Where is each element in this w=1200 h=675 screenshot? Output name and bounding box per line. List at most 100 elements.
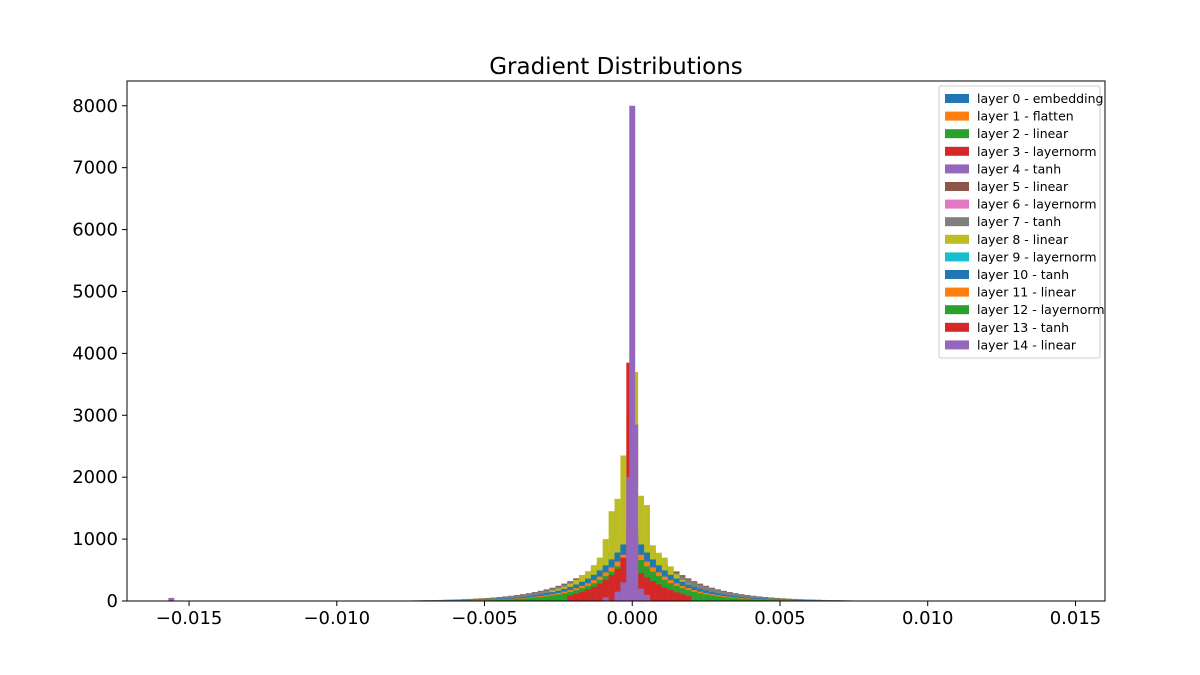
bar <box>756 599 763 601</box>
bar <box>703 594 710 601</box>
x-tick-label: −0.015 <box>156 608 223 629</box>
legend-label: layer 0 - embedding <box>977 91 1103 106</box>
y-tick-label: 4000 <box>72 343 118 364</box>
bar <box>496 599 503 601</box>
bar <box>673 592 680 601</box>
bar <box>537 597 544 601</box>
y-tick-label: 6000 <box>72 220 118 241</box>
y-tick-label: 8000 <box>72 96 118 117</box>
bar <box>596 583 603 601</box>
legend-label: layer 14 - linear <box>977 337 1077 352</box>
legend-swatch <box>945 305 969 315</box>
legend-label: layer 2 - linear <box>977 126 1069 141</box>
x-tick-label: −0.010 <box>303 608 370 629</box>
legend-box <box>938 85 1101 359</box>
bar <box>561 593 568 601</box>
legend-swatch <box>945 129 969 139</box>
x-tick-label: −0.005 <box>451 608 518 629</box>
bar <box>584 589 591 601</box>
legend-label: layer 12 - layernorm <box>977 302 1105 317</box>
bar <box>720 597 727 601</box>
bar <box>626 477 633 601</box>
legend-swatch <box>945 164 969 174</box>
bar <box>519 598 526 601</box>
bar <box>614 498 621 601</box>
bar <box>649 581 656 601</box>
legend-swatch <box>945 270 969 279</box>
series-14 <box>168 105 650 601</box>
legend-label: layer 11 - linear <box>977 285 1077 300</box>
legend-label: layer 8 - linear <box>977 232 1069 247</box>
legend-label: layer 3 - layernorm <box>977 144 1097 159</box>
bar <box>590 586 597 601</box>
bar <box>762 599 769 601</box>
bar <box>732 598 739 601</box>
bar <box>768 599 775 601</box>
bar <box>629 105 636 601</box>
bar <box>738 598 745 601</box>
bar <box>549 595 556 601</box>
bar <box>679 594 686 601</box>
bar <box>531 597 538 601</box>
bar <box>614 568 621 601</box>
y-tick-label: 5000 <box>72 281 118 302</box>
histogram-bars <box>168 105 916 601</box>
legend-swatch <box>945 111 969 121</box>
bar <box>667 589 674 601</box>
y-tick-label: 2000 <box>72 467 118 488</box>
bar <box>168 597 175 601</box>
bar <box>638 588 645 601</box>
legend-label: layer 1 - flatten <box>977 109 1074 124</box>
bar <box>726 597 733 601</box>
bar <box>750 599 757 601</box>
bar <box>567 595 574 601</box>
y-tick-label: 1000 <box>72 529 118 550</box>
y-axis: 0 1000 2000 3000 4000 5000 6000 7000 8000 <box>72 96 127 612</box>
bar <box>714 596 721 601</box>
legend-label: layer 13 - tanh <box>977 320 1069 335</box>
bar <box>644 594 650 601</box>
y-tick-label: 3000 <box>72 405 118 426</box>
legend: layer 0 - embedding layer 1 - flatten laye… <box>938 85 1105 359</box>
bar <box>614 591 621 601</box>
chart-title: Gradient Distributions <box>489 54 743 80</box>
bar <box>632 424 639 601</box>
bar <box>573 593 580 601</box>
legend-swatch <box>945 94 969 103</box>
bar <box>620 582 627 601</box>
bar <box>620 455 627 601</box>
bar <box>709 595 715 601</box>
legend-label: layer 7 - tanh <box>977 214 1061 229</box>
bar <box>490 599 497 601</box>
x-tick-label: 0.005 <box>754 608 806 629</box>
bar <box>514 598 520 601</box>
bar <box>602 579 609 601</box>
bar <box>638 573 645 601</box>
bar <box>555 594 562 601</box>
bar <box>620 557 627 601</box>
legend-label: layer 5 - linear <box>977 179 1069 194</box>
legend-swatch <box>945 252 969 262</box>
x-axis: −0.015 −0.010 −0.005 0.000 0.005 0.010 0.015 <box>156 601 1101 629</box>
y-tick-label: 7000 <box>72 158 118 179</box>
legend-label: layer 9 - layernorm <box>977 249 1097 264</box>
bar <box>602 597 609 601</box>
bar <box>655 584 662 601</box>
bar <box>502 599 509 601</box>
legend-swatch <box>945 182 969 191</box>
legend-swatch <box>945 287 969 297</box>
legend-swatch <box>945 234 969 244</box>
legend-swatch <box>945 146 969 156</box>
y-tick-label: 0 <box>107 591 118 612</box>
bar <box>608 575 615 601</box>
legend-swatch <box>945 199 969 209</box>
plot-frame <box>126 80 1106 602</box>
bar <box>685 596 692 601</box>
legend-label: layer 6 - layernorm <box>977 197 1097 212</box>
bar <box>525 598 532 601</box>
bar <box>579 591 585 601</box>
bar <box>691 591 698 601</box>
x-tick-label: 0.000 <box>606 608 658 629</box>
legend-label: layer 10 - tanh <box>977 267 1069 282</box>
